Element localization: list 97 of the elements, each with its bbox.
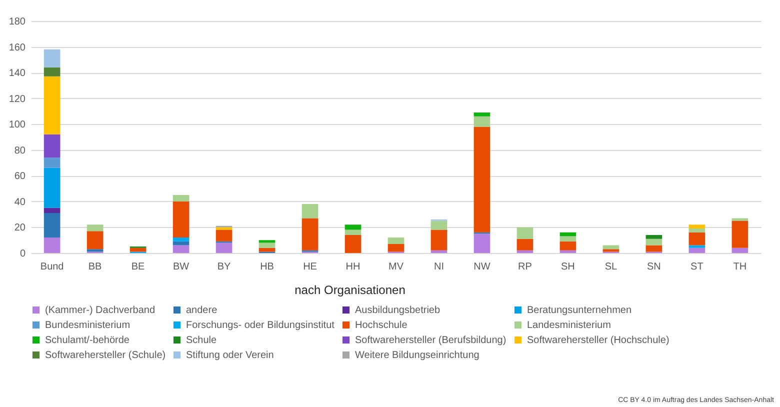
x-tick-label: SL [604,262,618,272]
legend-label: Beratungsunternehmen [527,305,632,316]
x-tick-label: BE [131,262,146,272]
legend-label: Weitere Bildungseinrichtung [355,350,480,361]
legend-label: Landesministerium [527,320,611,331]
bar [732,248,748,253]
x-tick-label: HB [260,262,274,272]
legend-label: andere [186,305,218,316]
bar [302,218,318,250]
bar [44,238,60,253]
bar [688,224,706,229]
bar [44,67,60,76]
legend-label: Forschungs- oder Bildungsinstitut [186,320,335,331]
y-tick-label: 80 [14,145,26,156]
bar [44,168,60,208]
x-tick-label: TH [733,262,747,272]
bar [44,208,60,214]
bar [474,112,490,116]
legend-label: Hochschule [355,320,408,331]
x-tick-label: SN [646,262,661,272]
bar [344,230,362,235]
x-tick-label: RP [518,262,532,272]
x-tick-label: SH [561,262,575,272]
bar [474,116,490,127]
bar [216,230,232,242]
x-tick-label: BY [217,262,232,272]
bar [474,234,490,253]
bar [44,49,60,68]
y-tick-label: 100 [8,120,26,131]
bar [216,242,232,253]
x-tick-label: MV [388,262,404,272]
y-tick-label: 0 [20,248,26,260]
bar [44,213,60,238]
bar [516,250,534,253]
y-tick-label: 120 [8,94,26,105]
legend-label: Softwarehersteller (Schule) [45,350,166,361]
bar [560,241,576,250]
bar [172,201,190,238]
x-tick-label: HH [346,262,360,272]
legend-label: Schulamt/-behörde [45,335,130,346]
legend-label: Bundesministerium [45,320,130,331]
bar [172,245,190,253]
bar [688,248,706,253]
x-tick-label: Bund [40,262,64,272]
bar [732,218,748,221]
bar [172,195,190,202]
bar [430,250,448,253]
y-tick-label: 60 [14,171,26,182]
bar [172,241,190,246]
bar [86,231,104,250]
bar [430,220,448,230]
bar [430,230,448,250]
legend-label: (Kammer-) Dachverband [45,305,156,316]
legend-label: Softwarehersteller (Hochschule) [527,335,670,346]
bar [172,238,190,242]
y-tick-label: 20 [14,222,26,234]
bar [560,236,576,242]
bar [388,244,404,252]
x-tick-label: NW [474,262,491,272]
bar [646,245,662,252]
bar [646,238,662,246]
bar [216,227,232,230]
x-tick-label: BW [172,262,190,272]
y-tick-label: 140 [8,68,26,80]
bar [602,249,620,252]
y-tick-label: 160 [8,42,26,54]
x-tick-label: BB [88,262,102,272]
legend-label: Stiftung oder Verein [186,350,274,361]
bar [44,76,60,134]
bar [388,238,404,244]
bar [344,224,362,230]
bar [86,224,104,232]
bar [44,134,60,158]
x-tick-label: ST [690,262,704,272]
bar [302,204,318,218]
bar [86,249,104,252]
y-tick-label: 40 [14,196,26,208]
x-tick-label: NI [434,262,444,272]
legend-label: Schule [186,335,218,346]
bar [646,234,662,239]
bar [732,220,748,248]
bar [258,240,276,243]
bar [344,234,362,253]
bar [688,245,706,248]
bar [688,232,706,246]
bar [474,126,490,232]
legend-title: nach Organisationen [294,283,406,297]
bar [516,227,534,239]
y-tick-label: 180 [8,16,26,28]
bar [688,228,706,232]
bar [516,238,534,250]
bar [560,250,576,253]
x-tick-label: HE [303,262,318,272]
legend-label: Ausbildungsbetrieb [355,305,440,316]
bar [258,242,276,248]
legend-label: Softwarehersteller (Berufsbildung) [355,335,506,346]
bar [44,158,60,168]
